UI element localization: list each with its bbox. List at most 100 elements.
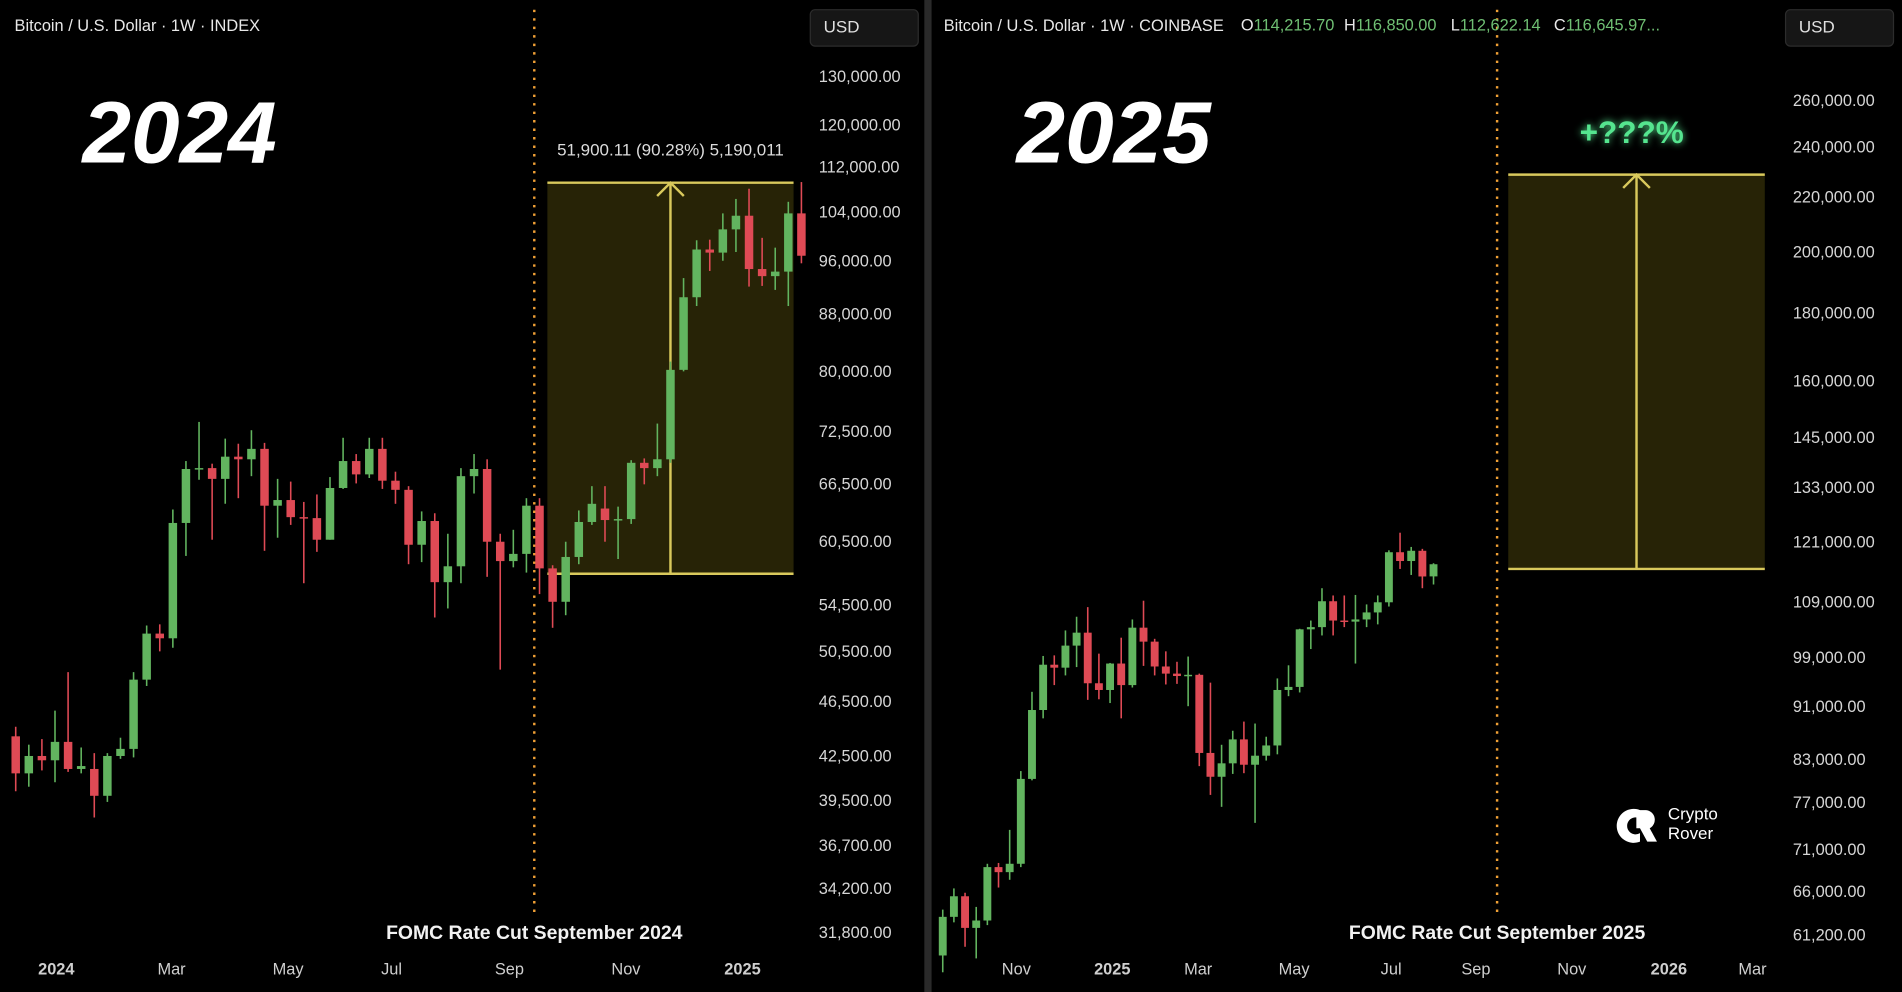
candle-body	[90, 768, 99, 796]
event-label: FOMC Rate Cut September 2024	[386, 922, 683, 944]
y-tick-label: 96,000.00	[819, 252, 892, 270]
y-tick-label: 36,700.00	[819, 837, 892, 855]
y-tick-label: 31,800.00	[819, 924, 892, 942]
candle-body	[417, 521, 426, 545]
y-tick-label: 104,000.00	[819, 204, 901, 222]
candle-body	[495, 541, 505, 562]
candle-body	[1396, 552, 1404, 562]
candle-body	[168, 522, 178, 639]
candle-body	[391, 480, 400, 490]
candle-body	[1005, 863, 1014, 873]
candle-body	[1362, 612, 1371, 620]
x-tick-label: 2024	[38, 961, 75, 979]
candle-body	[666, 369, 675, 460]
candle-body	[63, 741, 73, 769]
y-tick-label: 77,000.00	[1793, 794, 1866, 812]
candle-body	[1329, 601, 1338, 621]
candle-body	[938, 916, 947, 956]
x-tick-label: Jul	[381, 961, 402, 979]
x-tick-label: Nov	[1557, 961, 1587, 979]
candle-body	[757, 269, 767, 277]
candle-body	[1061, 645, 1070, 668]
currency-button[interactable]	[809, 9, 919, 47]
candle-body	[116, 748, 125, 756]
y-tick-label: 121,000.00	[1793, 533, 1875, 551]
candle-body	[961, 896, 969, 928]
y-tick-label: 72,500.00	[819, 423, 892, 441]
y-tick-label: 112,000.00	[819, 159, 900, 177]
candle-body	[482, 469, 492, 542]
candle-body	[718, 229, 728, 253]
y-tick-label: 80,000.00	[819, 363, 892, 381]
ohlc-legend: H116,850.00	[1344, 17, 1437, 35]
y-tick-label: 133,000.00	[1793, 479, 1875, 497]
candle-body	[1117, 663, 1126, 686]
candle-body	[613, 519, 623, 521]
ohlc-value: 116,645.97...	[1566, 17, 1660, 35]
currency-label: USD	[824, 17, 860, 36]
candle-body	[679, 297, 688, 370]
candle-body	[1351, 619, 1360, 622]
candle-body	[1373, 602, 1382, 613]
candle-body	[1206, 752, 1215, 777]
candle-body	[142, 633, 151, 680]
x-tick-label: May	[273, 961, 305, 979]
y-tick-label: 54,500.00	[819, 597, 892, 615]
y-tick-label: 99,000.00	[1793, 649, 1866, 667]
y-tick-label: 220,000.00	[1793, 189, 1875, 207]
candle-body	[430, 521, 439, 583]
candle-body	[312, 518, 322, 540]
event-label: FOMC Rate Cut September 2025	[1349, 922, 1646, 944]
ohlc-value: 116,850.00	[1356, 17, 1437, 35]
candle-body	[626, 462, 636, 520]
range-arrow-head	[1622, 172, 1651, 189]
x-tick-label: Sep	[495, 961, 524, 979]
candle-body	[1050, 664, 1059, 668]
y-tick-label: 91,000.00	[1793, 698, 1866, 716]
candle-body	[155, 633, 165, 639]
ohlc-value: 112,622.14	[1460, 17, 1541, 35]
candle-body	[129, 679, 138, 749]
currency-button[interactable]	[1784, 9, 1895, 47]
candle-body	[983, 867, 992, 921]
candle-body	[561, 556, 570, 602]
year-label: 2025	[1015, 84, 1213, 182]
panel-divider	[924, 0, 932, 992]
x-tick-label: Jul	[1381, 961, 1402, 979]
range-label: 51,900.11 (90.28%) 5,190,011	[557, 141, 784, 160]
candle-body	[1306, 627, 1315, 630]
currency-label: USD	[1799, 17, 1835, 36]
candle-body	[1128, 627, 1137, 686]
y-tick-label: 71,000.00	[1793, 841, 1866, 859]
candle-body	[103, 755, 112, 796]
x-tick-label: Mar	[1738, 961, 1767, 979]
candle-body	[469, 469, 479, 477]
y-tick-label: 39,500.00	[819, 792, 892, 810]
candle-body	[1016, 778, 1025, 864]
y-tick-label: 42,500.00	[819, 748, 892, 766]
logo	[1616, 808, 1657, 843]
y-tick-label: 160,000.00	[1793, 372, 1875, 390]
ohlc-legend: O114,215.70	[1241, 17, 1334, 35]
candle-body	[994, 867, 1003, 873]
y-tick-label: 50,500.00	[819, 643, 892, 661]
watermark: Crypto	[1668, 804, 1718, 823]
candle-body	[1094, 683, 1103, 690]
candle-body	[220, 456, 230, 479]
chart-title: Bitcoin / U.S. Dollar · 1W · COINBASE	[944, 17, 1224, 35]
x-tick-label: Mar	[1184, 961, 1213, 979]
ohlc-value: 114,215.70	[1254, 17, 1335, 35]
candle-body	[11, 736, 20, 774]
candle-body	[1217, 763, 1226, 777]
candle-body	[574, 521, 584, 557]
candle-body	[1072, 632, 1081, 646]
candle-body	[535, 505, 544, 569]
candle-body	[194, 468, 204, 470]
candle-body	[731, 215, 741, 230]
candle-body	[692, 249, 701, 298]
candle-body	[1418, 550, 1427, 577]
y-tick-label: 145,000.00	[1793, 429, 1875, 447]
candle-body	[286, 500, 295, 518]
candle-body	[1161, 666, 1170, 674]
